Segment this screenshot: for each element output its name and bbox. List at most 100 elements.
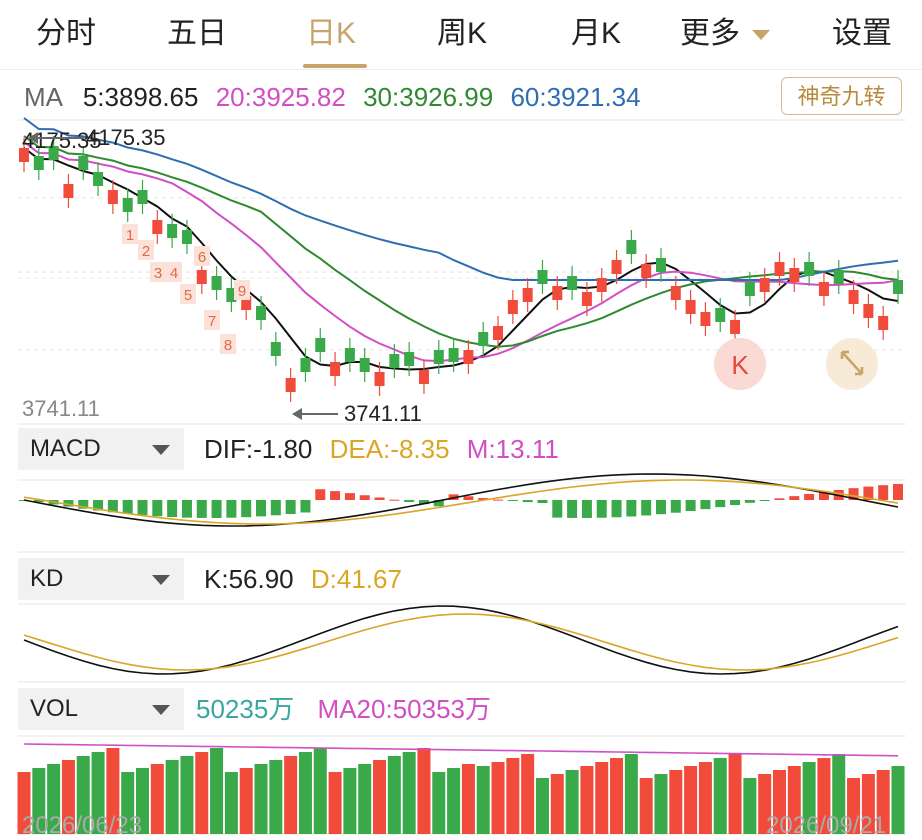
expand-icon[interactable]: [826, 338, 878, 390]
macd-bar: [567, 500, 578, 518]
nine-turn-bg: [220, 334, 236, 354]
tab-more[interactable]: 更多: [680, 14, 770, 54]
candle-body: [181, 230, 192, 244]
candle-body: [137, 190, 148, 204]
nine-turn-label: 9: [238, 283, 246, 300]
ma60-value: 60:3921.34: [510, 82, 641, 112]
volume-bar: [121, 772, 135, 834]
dif-line: [23, 473, 899, 527]
candle-body: [433, 350, 444, 364]
candle-body: [389, 354, 400, 368]
vol-ma20-line: [23, 743, 899, 757]
macd-bar: [685, 500, 696, 512]
candle-body: [48, 146, 59, 160]
macd-bar: [730, 500, 741, 506]
macd-values: DIF:-1.80 DEA:-8.35 M:13.11: [204, 428, 559, 470]
price-axis-bottom: 3741.11: [22, 396, 100, 421]
volume-bar: [535, 778, 549, 834]
macd-bar: [137, 500, 148, 516]
divider: [0, 69, 922, 70]
macd-bar: [78, 500, 89, 509]
macd-bar: [552, 500, 563, 518]
macd-indicator-select[interactable]: MACD: [18, 428, 184, 470]
tab-settings[interactable]: 设置: [832, 17, 892, 50]
tab-five-day[interactable]: 五日: [167, 17, 227, 50]
tab-weekly-k[interactable]: 周K: [437, 17, 488, 50]
candle-body: [596, 278, 607, 292]
candle-body: [285, 378, 296, 392]
candle-body: [63, 184, 74, 198]
tab-more-label: 更多: [680, 17, 740, 50]
volume-bar: [61, 760, 75, 834]
nine-turn-bg: [150, 262, 166, 282]
macd-bar: [359, 495, 370, 500]
volume-bar: [550, 774, 564, 834]
candle-body: [567, 276, 578, 290]
candle-body: [774, 262, 785, 276]
nine-turn-bg: [122, 224, 138, 244]
candle-body: [107, 190, 118, 204]
candle-body: [848, 290, 859, 304]
volume-bar: [373, 760, 387, 834]
macd-bar: [330, 491, 341, 500]
candle-body: [715, 308, 726, 322]
macd-bar: [196, 500, 207, 518]
nine-turn-label: 7: [208, 313, 216, 330]
volume-bar: [802, 762, 816, 834]
candle-body: [359, 358, 370, 372]
candle-body: [804, 262, 815, 276]
arrow-left-icon: [292, 408, 302, 420]
volume-bar: [506, 758, 520, 834]
volume-bar: [210, 748, 224, 834]
kd-values: K:56.90 D:41.67: [204, 558, 402, 600]
volume-bar: [402, 752, 416, 834]
tab-daily-k[interactable]: 日K: [306, 17, 357, 50]
candle-body: [581, 292, 592, 306]
macd-bar: [122, 500, 133, 514]
volume-bar: [580, 766, 594, 834]
tab-intraday[interactable]: 分时: [36, 17, 96, 50]
ma-lines: [23, 117, 899, 371]
candle-body: [507, 300, 518, 314]
nine-turn-button[interactable]: 神奇九转: [781, 77, 902, 115]
volume-bar: [595, 762, 609, 834]
macd-bar: [804, 493, 815, 500]
volume-bar: [150, 764, 164, 834]
tab-monthly-k[interactable]: 月K: [571, 17, 622, 50]
volume-bar: [165, 760, 179, 834]
nine-turn-label: 1: [126, 227, 134, 244]
arrow-left-icon: [28, 132, 38, 144]
nine-turn-label: 2: [142, 243, 150, 260]
candle-body: [818, 282, 829, 296]
volume-bar: [758, 774, 772, 834]
period-tab-bar: 分时 五日 日K 周K 月K 更多 设置: [0, 0, 922, 70]
macd-bar: [226, 500, 237, 518]
volume-bar: [461, 764, 475, 834]
volume-bar: [847, 778, 861, 834]
kd-indicator-select[interactable]: KD: [18, 558, 184, 600]
macd-bar: [744, 500, 755, 503]
candle-body: [685, 300, 696, 314]
volume-bar: [47, 764, 61, 834]
nine-turn-label: 3: [154, 265, 162, 282]
end-date: 2026/09/21: [766, 812, 887, 839]
macd-bar: [211, 500, 222, 518]
candle-body: [300, 358, 311, 372]
candle-body: [241, 296, 252, 310]
macd-bar: [315, 489, 326, 500]
ma20-value: 20:3925.82: [215, 82, 346, 112]
ma30-value: 30:3926.99: [363, 82, 494, 112]
candle-body: [19, 148, 29, 162]
candle-body: [404, 352, 415, 366]
candle-body: [211, 276, 222, 290]
ma5-line: [23, 147, 899, 371]
volume-bar: [891, 766, 905, 834]
k-badge[interactable]: K: [714, 338, 766, 390]
candle-body: [552, 286, 563, 300]
nine-turn-label: 6: [198, 249, 206, 266]
vol-indicator-select[interactable]: VOL: [18, 688, 184, 730]
volume-bar: [269, 760, 283, 834]
nine-turn-label: 8: [224, 337, 232, 354]
macd-bar: [270, 500, 281, 516]
